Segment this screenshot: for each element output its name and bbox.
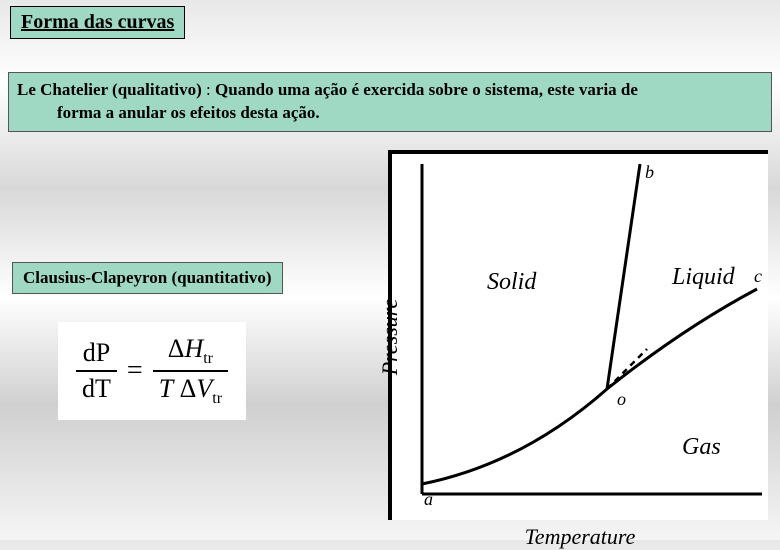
equals-sign: = xyxy=(127,355,143,387)
vaporization-curve xyxy=(607,289,757,389)
melting-curve xyxy=(607,164,640,389)
principle-text-2: forma a anular os efeitos desta ação. xyxy=(57,103,320,122)
liquid-label: Liquid xyxy=(672,264,735,291)
lhs-fraction: dP dT xyxy=(76,338,117,404)
rhs-fraction: ΔHtr T ΔVtr xyxy=(153,334,228,408)
page-title: Forma das curvas xyxy=(10,6,185,39)
principle-text-1: Quando uma ação é exercida sobre o siste… xyxy=(215,80,638,99)
point-c: c xyxy=(754,266,762,287)
le-chatelier-box: Le Chatelier (qualitativo) : Quando uma … xyxy=(8,72,772,132)
gas-label: Gas xyxy=(682,434,721,461)
clausius-label: Clausius-Clapeyron (quantitativo) xyxy=(12,262,283,294)
phase-diagram: Pressure Temperature Solid Liquid Gas a … xyxy=(388,150,768,520)
point-o: o xyxy=(617,389,626,410)
solid-label: Solid xyxy=(487,269,536,296)
x-axis-label: Temperature xyxy=(525,524,636,550)
point-b: b xyxy=(645,162,654,183)
clausius-equation: dP dT = ΔHtr T ΔVtr xyxy=(58,322,246,420)
principle-sep: : xyxy=(202,80,215,99)
sublimation-curve xyxy=(422,389,607,484)
rhs-num: ΔHtr xyxy=(153,334,228,372)
lhs-den: dT xyxy=(76,372,117,404)
lhs-num: dP xyxy=(76,338,117,372)
principle-name: Le Chatelier (qualitativo) xyxy=(17,80,202,99)
point-a: a xyxy=(424,489,433,510)
y-axis-label: Pressure xyxy=(377,299,403,376)
rhs-den: T ΔVtr xyxy=(153,372,228,408)
